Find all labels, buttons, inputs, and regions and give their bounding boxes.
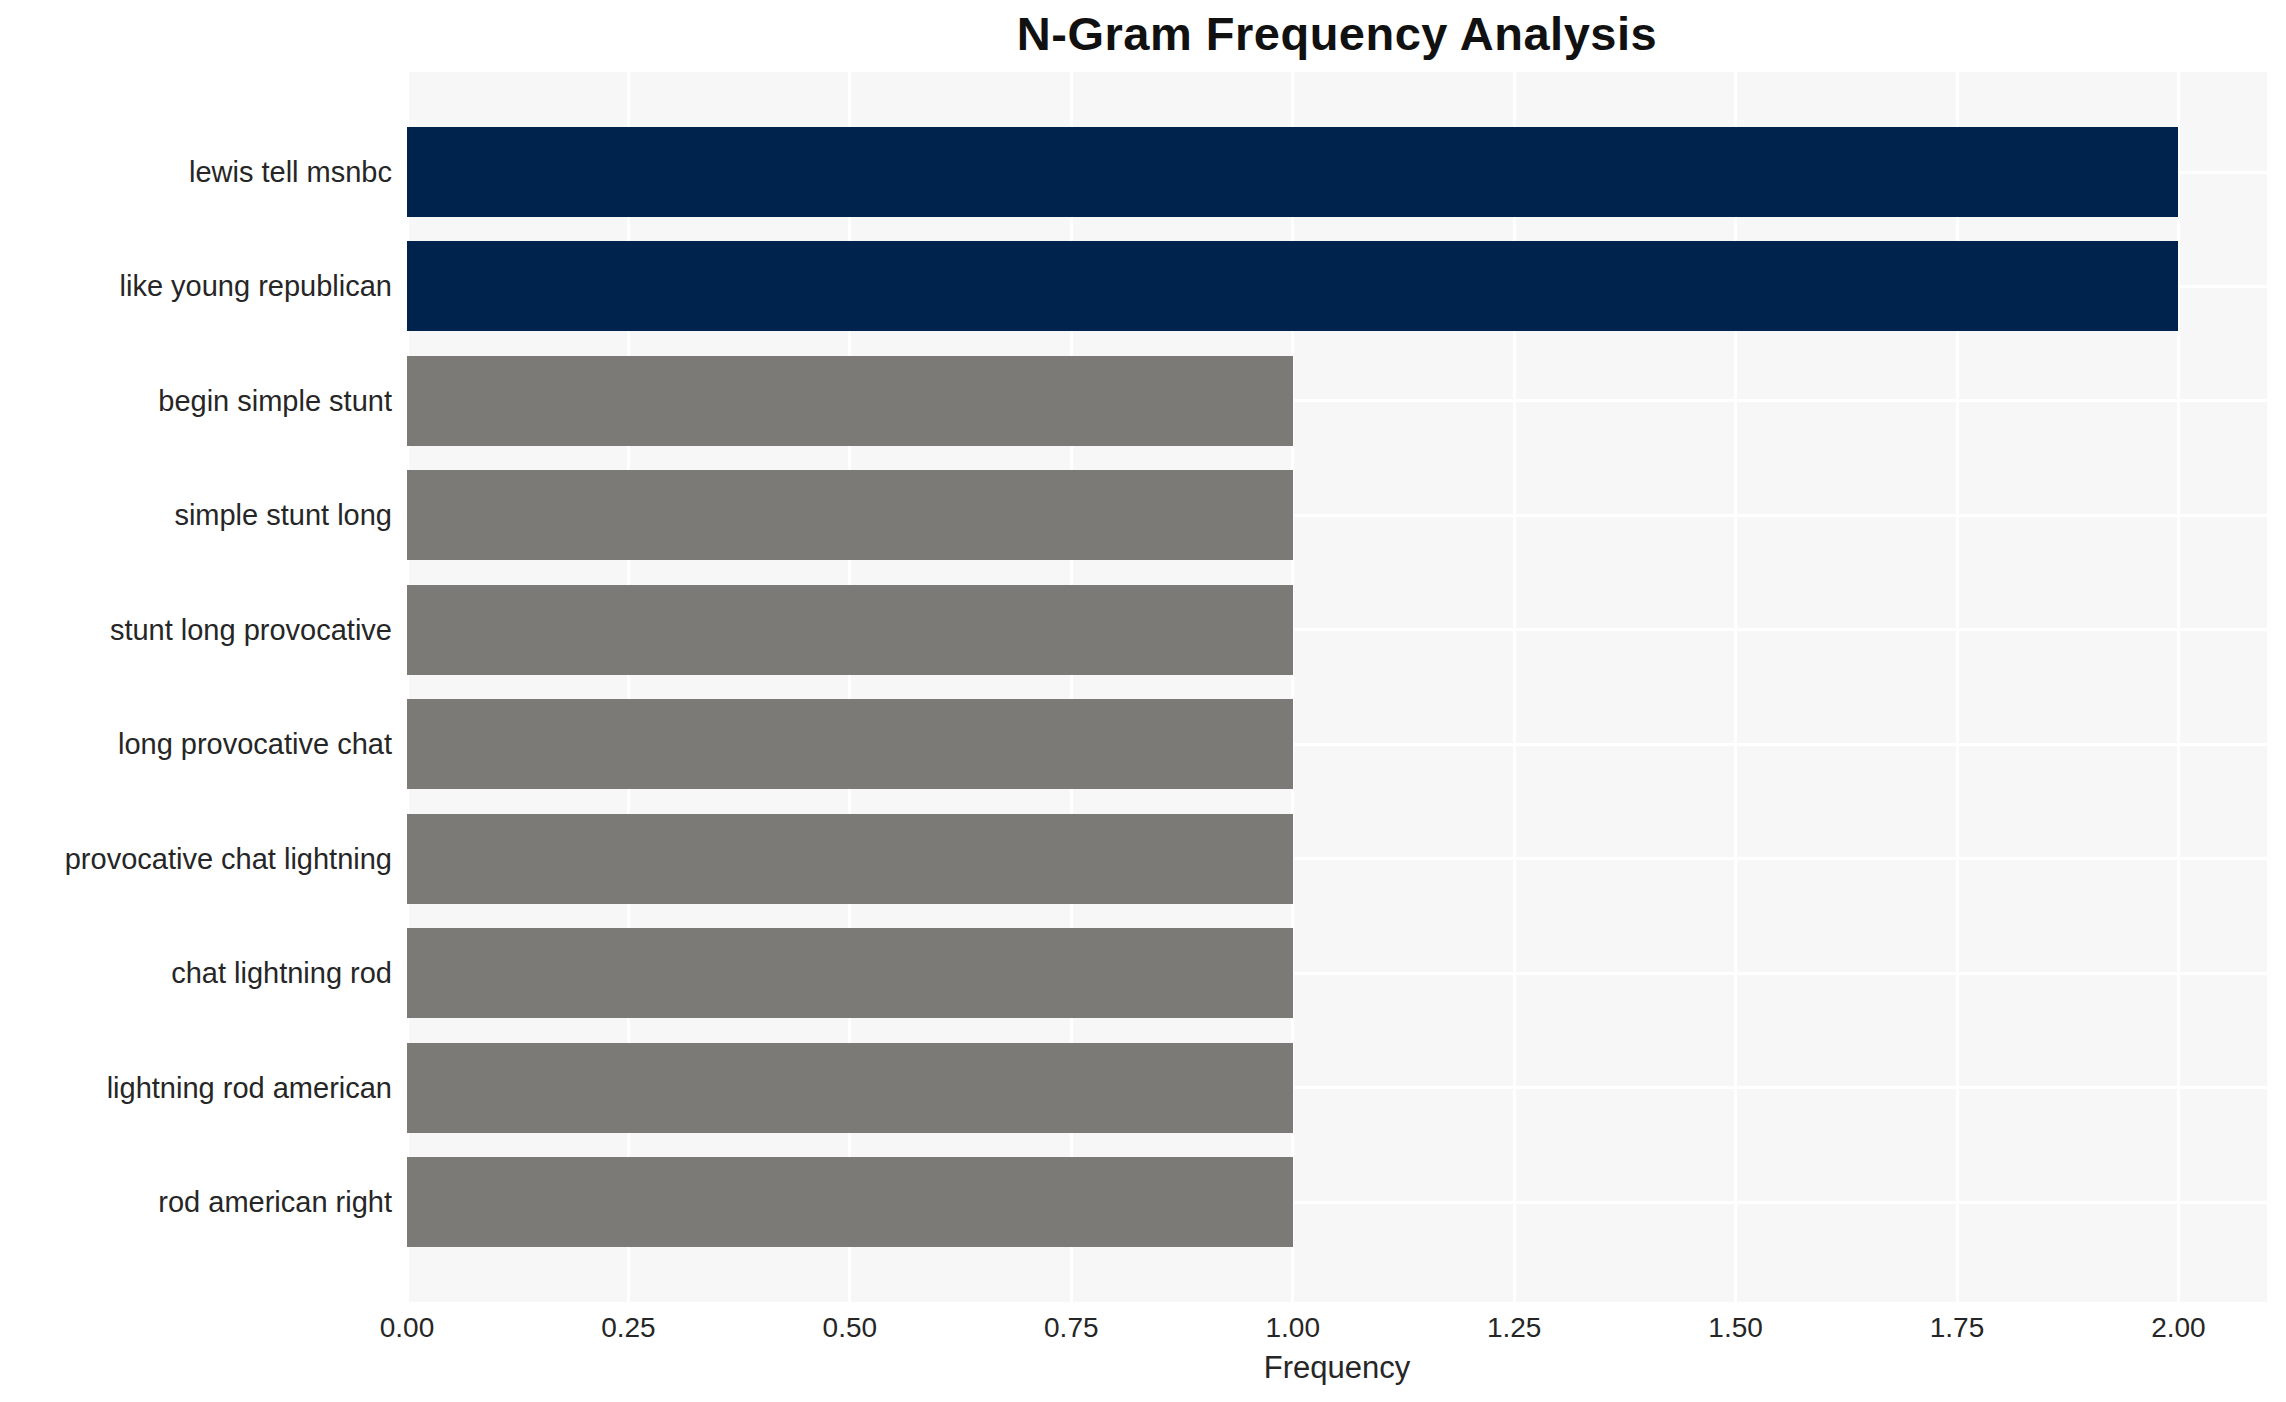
bar [407, 928, 1293, 1018]
bar [407, 699, 1293, 789]
bar [407, 1157, 1293, 1247]
chart-title: N-Gram Frequency Analysis [407, 6, 2267, 61]
x-tick-label: 0.50 [790, 1312, 910, 1344]
x-tick-label: 1.75 [1897, 1312, 2017, 1344]
bar [407, 585, 1293, 675]
y-tick-label: long provocative chat [0, 724, 392, 764]
x-tick-label: 0.25 [568, 1312, 688, 1344]
x-tick-label: 0.75 [1011, 1312, 1131, 1344]
y-tick-label: like young republican [0, 266, 392, 306]
y-tick-label: lightning rod american [0, 1068, 392, 1108]
x-tick-label: 1.00 [1233, 1312, 1353, 1344]
y-tick-label: provocative chat lightning [0, 839, 392, 879]
x-tick-label: 1.50 [1676, 1312, 1796, 1344]
y-tick-label: rod american right [0, 1182, 392, 1222]
y-tick-label: simple stunt long [0, 495, 392, 535]
y-tick-label: lewis tell msnbc [0, 152, 392, 192]
bar [407, 1043, 1293, 1133]
bar [407, 127, 2178, 217]
bar [407, 356, 1293, 446]
y-tick-label: begin simple stunt [0, 381, 392, 421]
y-tick-label: chat lightning rod [0, 953, 392, 993]
x-tick-label: 1.25 [1454, 1312, 1574, 1344]
bar [407, 814, 1293, 904]
y-tick-label: stunt long provocative [0, 610, 392, 650]
bar [407, 470, 1293, 560]
plot-area [407, 72, 2267, 1302]
x-tick-label: 0.00 [347, 1312, 467, 1344]
bar [407, 241, 2178, 331]
x-axis-title: Frequency [407, 1350, 2267, 1386]
x-tick-label: 2.00 [2118, 1312, 2238, 1344]
figure: N-Gram Frequency Analysis Frequency lewi… [0, 0, 2286, 1402]
